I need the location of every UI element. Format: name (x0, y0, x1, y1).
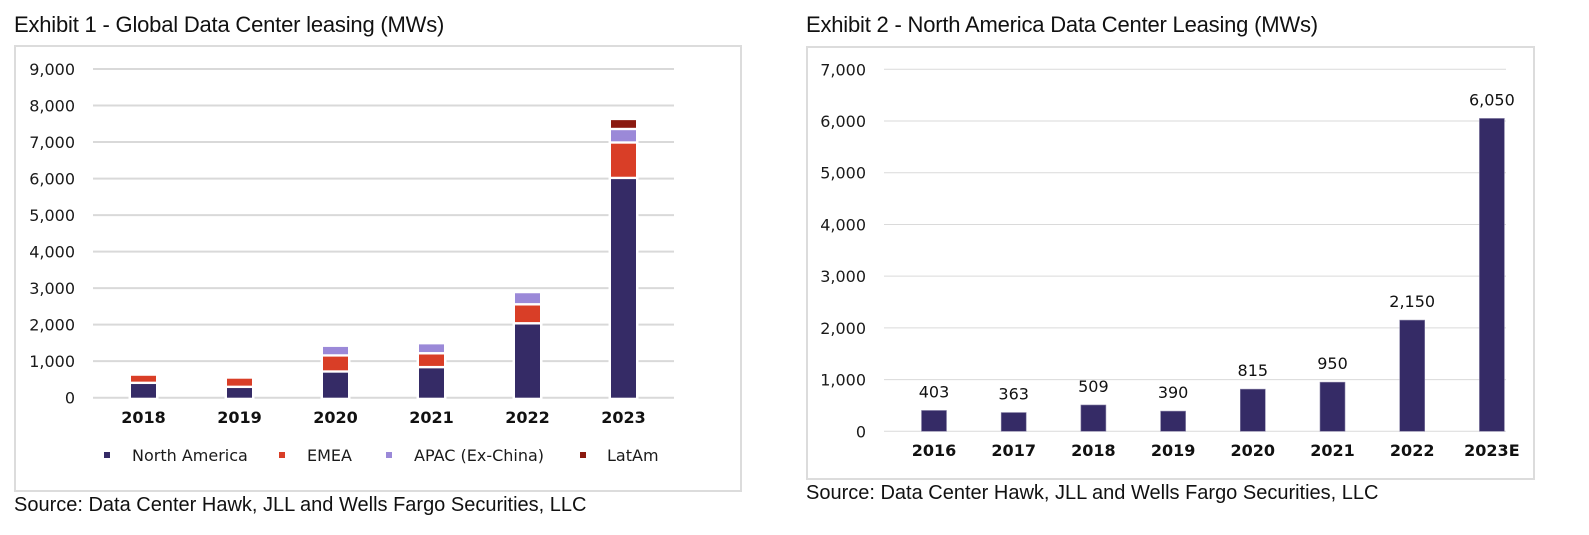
bar-segment-fill (131, 378, 156, 380)
x-tick-label: 2020 (1231, 441, 1276, 460)
x-tick-label: 2021 (409, 408, 454, 427)
x-tick-label: 2023 (601, 408, 646, 427)
exhibit1-title: Exhibit 1 - Global Data Center leasing (… (14, 12, 445, 37)
y-tick-label: 4,000 (820, 215, 866, 234)
legend-item: LatAm (580, 446, 659, 465)
legend-marker (386, 452, 392, 458)
bar (1000, 412, 1027, 432)
x-tick-label: 2020 (313, 408, 358, 427)
bar-segment-fill (515, 295, 540, 301)
bar-segment-fill (227, 381, 252, 384)
data-label: 815 (1238, 361, 1269, 380)
y-tick-label: 0 (65, 389, 75, 408)
y-tick-label: 0 (856, 422, 866, 441)
x-tick-label: 2019 (217, 408, 262, 427)
legend-label: North America (132, 446, 248, 465)
y-tick-label: 1,000 (29, 352, 75, 371)
bar-segment-fill (611, 122, 636, 126)
bar (1080, 404, 1107, 432)
legend-item: North America (104, 446, 248, 465)
legend-label: APAC (Ex-China) (414, 446, 544, 465)
bar (1160, 410, 1186, 432)
y-tick-label: 3,000 (29, 279, 75, 298)
legend-item: EMEA (279, 446, 352, 465)
legend-item: APAC (Ex-China) (386, 446, 544, 465)
x-tick-label: 2017 (991, 441, 1036, 460)
x-tick-label: 2019 (1151, 441, 1196, 460)
x-tick-label: 2021 (1310, 441, 1355, 460)
y-tick-label: 4,000 (29, 243, 75, 262)
x-tick-label: 2022 (1390, 441, 1435, 460)
bar-segment-fill (323, 349, 348, 352)
y-tick-label: 5,000 (29, 206, 75, 225)
y-tick-label: 7,000 (820, 60, 866, 79)
legend-label: LatAm (607, 446, 659, 465)
y-tick-label: 1,000 (820, 371, 866, 390)
data-label: 950 (1317, 354, 1348, 373)
y-tick-label: 9,000 (29, 60, 75, 79)
bar-segment-fill (419, 368, 444, 396)
y-tick-label: 7,000 (29, 133, 75, 152)
bar-segment-fill (131, 384, 156, 396)
y-tick-label: 6,000 (29, 170, 75, 189)
bar-segment-fill (515, 324, 540, 396)
data-label: 2,150 (1389, 292, 1435, 311)
y-tick-label: 5,000 (820, 164, 866, 183)
bar (1399, 319, 1425, 432)
data-label: 363 (998, 385, 1029, 404)
x-tick-label: 2018 (121, 408, 166, 427)
data-label: 390 (1158, 383, 1189, 402)
exhibit2-source: Source: Data Center Hawk, JLL and Wells … (806, 482, 1379, 504)
bar-segment-fill (611, 143, 636, 175)
legend-marker (580, 452, 586, 458)
x-tick-label: 2023E (1464, 441, 1519, 460)
bar (1319, 381, 1346, 432)
data-label: 509 (1078, 377, 1109, 396)
exhibit2-title: Exhibit 2 - North America Data Center Le… (806, 12, 1318, 37)
legend-label: EMEA (307, 446, 352, 465)
exhibit1-source: Source: Data Center Hawk, JLL and Wells … (14, 494, 587, 516)
bar-segment-fill (611, 130, 636, 139)
bar-segment-fill (419, 346, 444, 350)
y-tick-label: 3,000 (820, 267, 866, 286)
y-tick-label: 2,000 (820, 319, 866, 338)
bar-segment-fill (227, 388, 252, 396)
y-tick-label: 2,000 (29, 316, 75, 335)
x-tick-label: 2018 (1071, 441, 1116, 460)
y-tick-label: 8,000 (29, 97, 75, 116)
bar-segment-fill (419, 354, 444, 364)
data-label: 6,050 (1469, 90, 1515, 109)
bar (1479, 118, 1505, 432)
bar-segment-fill (611, 179, 636, 396)
legend-marker (104, 452, 110, 458)
bar (1240, 388, 1266, 432)
x-tick-label: 2016 (912, 441, 957, 460)
bar (921, 410, 947, 432)
data-label: 403 (919, 382, 950, 401)
bar-segment-fill (323, 372, 348, 396)
y-tick-label: 6,000 (820, 112, 866, 131)
x-tick-label: 2022 (505, 408, 550, 427)
bar-segment-fill (323, 356, 348, 368)
legend-marker (279, 452, 285, 458)
bar-segment-fill (515, 305, 540, 320)
